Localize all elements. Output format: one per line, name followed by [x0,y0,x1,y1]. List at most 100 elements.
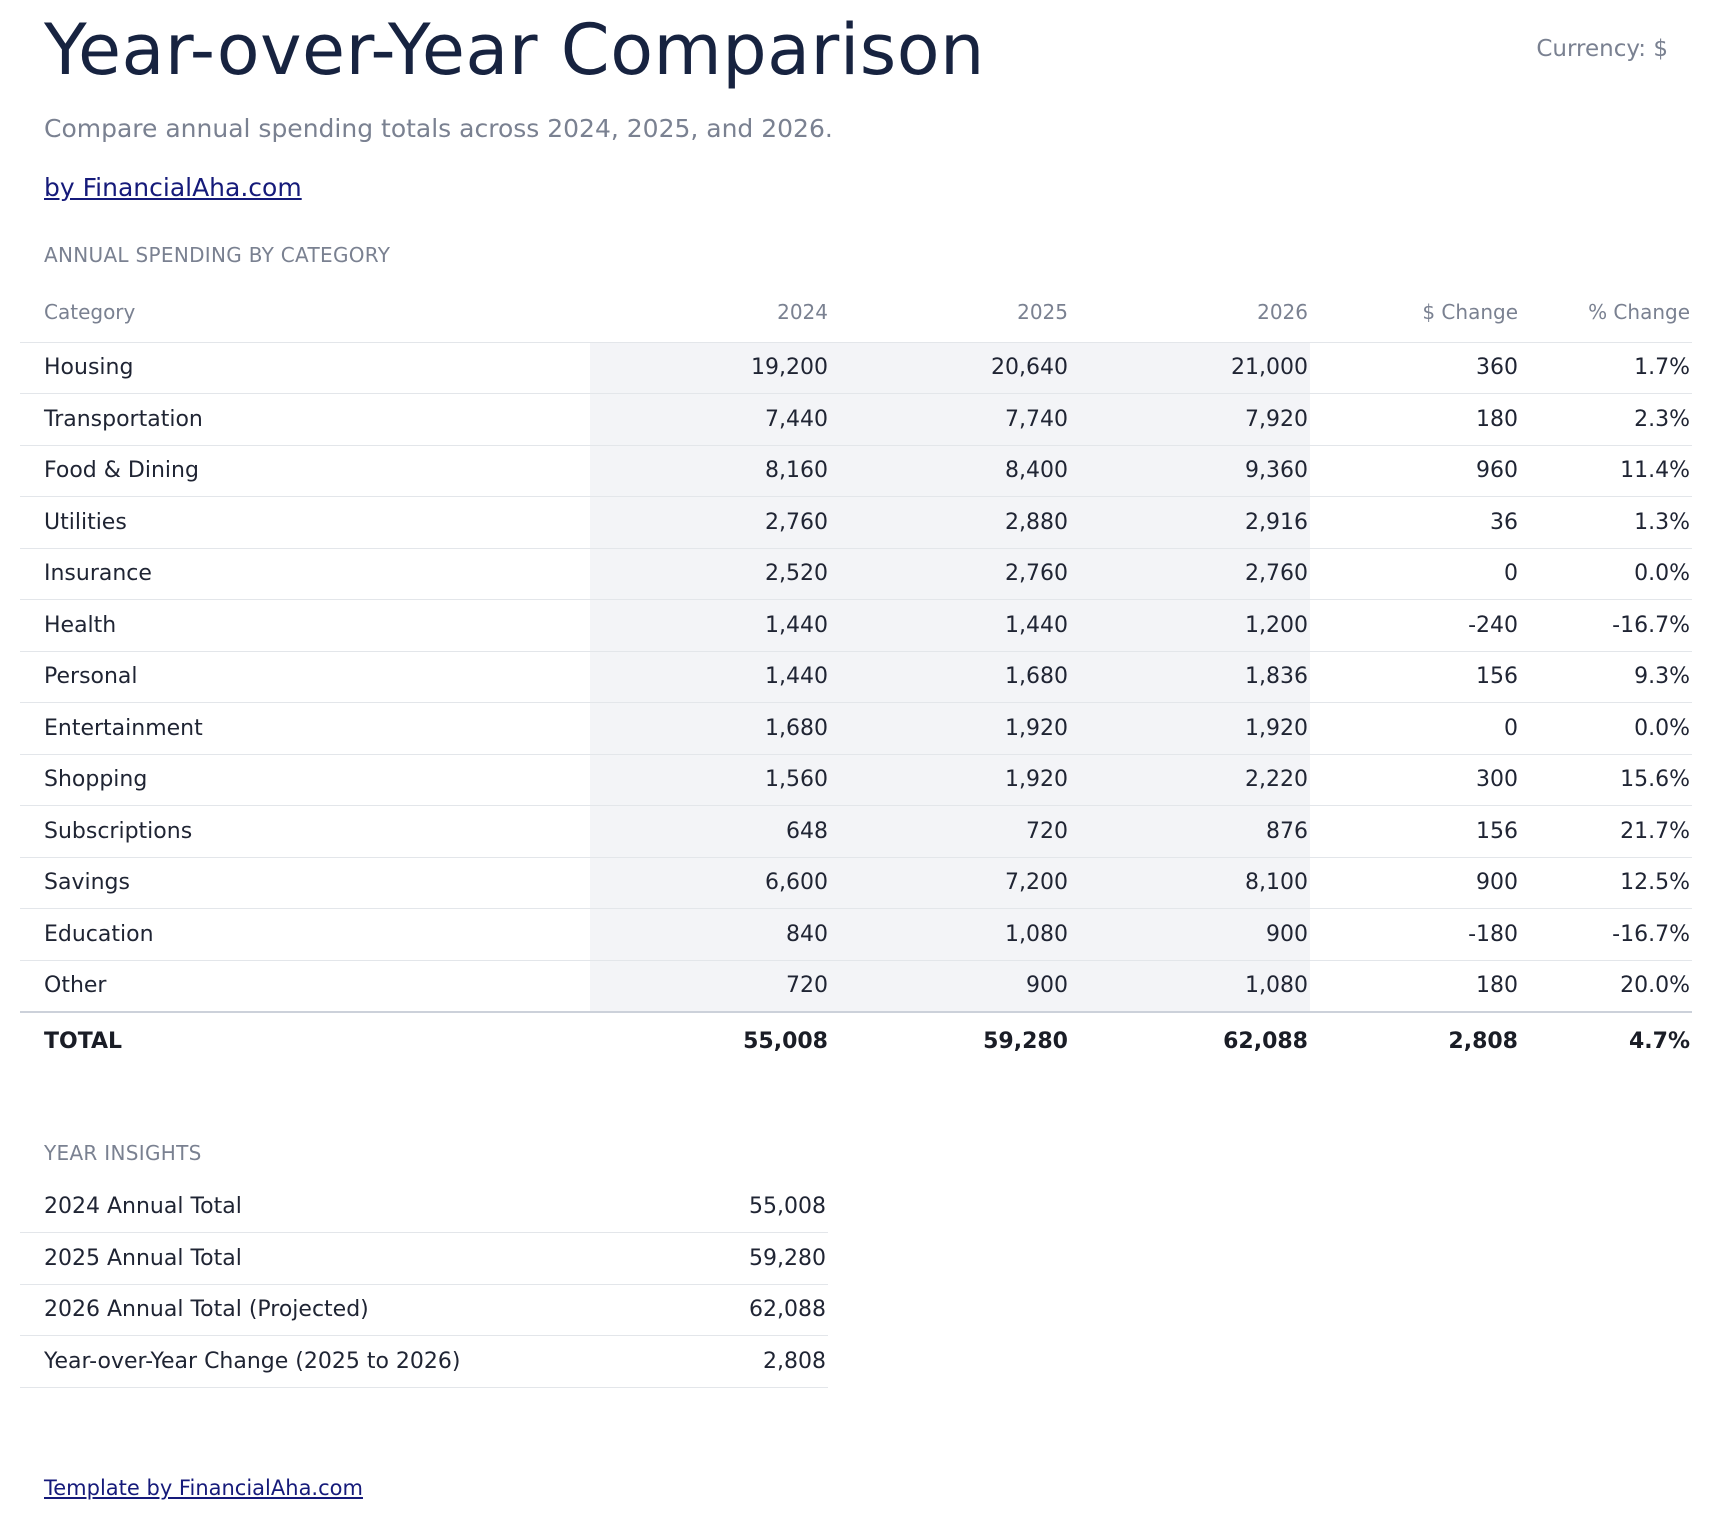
table-row: Shopping 1,560 1,920 2,220 300 15.6% [20,754,1692,806]
cell-2026: 21,000 [1070,342,1310,394]
cell-2026: 2,760 [1070,548,1310,600]
cell-percent-change: 1.7% [1520,342,1692,394]
cell-percent-change: 20.0% [1520,960,1692,1013]
cell-2025: 7,200 [830,857,1070,909]
cell-2026: 1,920 [1070,702,1310,755]
cell-dollar-change: 36 [1310,496,1520,549]
cell-2024: 648 [590,805,830,858]
cell-category: Transportation [20,393,590,446]
cell-category: Housing [20,342,590,394]
cell-2024: 6,600 [590,857,830,909]
cell-2024: 1,440 [590,651,830,703]
insight-value: 59,280 [540,1232,828,1285]
cell-category: Shopping [20,754,590,806]
table-row: Education 840 1,080 900 -180 -16.7% [20,908,1692,961]
cell-category: Savings [20,857,590,909]
cell-2026: 7,920 [1070,393,1310,446]
cell-percent-change: 21.7% [1520,805,1692,858]
cell-2026: 2,916 [1070,496,1310,549]
column-header-category: Category [20,282,590,343]
insight-label: Year-over-Year Change (2025 to 2026) [20,1335,540,1388]
page-title: Year-over-Year Comparison [44,9,985,91]
cell-2025: 900 [830,960,1070,1013]
cell-2024: 8,160 [590,445,830,497]
cell-2024: 840 [590,908,830,961]
cell-2024: 720 [590,960,830,1013]
table-row: Savings 6,600 7,200 8,100 900 12.5% [20,857,1692,909]
total-cell-2025: 59,280 [983,1028,1068,1054]
currency-label: Currency: $ [1536,36,1668,62]
cell-category: Health [20,599,590,652]
cell-category: Other [20,960,590,1013]
total-row: TOTAL 55,008 59,280 62,088 2,808 4.7% [20,1012,1692,1070]
table-row: Health 1,440 1,440 1,200 -240 -16.7% [20,599,1692,652]
column-header-2024: 2024 [590,282,830,343]
cell-dollar-change: 300 [1310,754,1520,806]
byline-link[interactable]: by FinancialAha.com [44,173,302,202]
cell-category: Subscriptions [20,805,590,858]
cell-2024: 1,560 [590,754,830,806]
cell-category: Entertainment [20,702,590,755]
insight-label: 2024 Annual Total [20,1181,540,1233]
column-header-dollar-change: $ Change [1310,282,1520,343]
spending-table: Category 2024 2025 2026 $ Change % Chang… [20,282,1692,1070]
cell-2025: 2,880 [830,496,1070,549]
cell-2025: 1,440 [830,599,1070,652]
column-header-2025: 2025 [830,282,1070,343]
cell-percent-change: 9.3% [1520,651,1692,703]
cell-category: Education [20,908,590,961]
table-row: Food & Dining 8,160 8,400 9,360 960 11.4% [20,445,1692,497]
cell-2025: 1,680 [830,651,1070,703]
cell-2026: 900 [1070,908,1310,961]
table-row: Subscriptions 648 720 876 156 21.7% [20,805,1692,858]
cell-2025: 8,400 [830,445,1070,497]
cell-category: Personal [20,651,590,703]
cell-2025: 2,760 [830,548,1070,600]
cell-percent-change: -16.7% [1520,908,1692,961]
insight-row: 2025 Annual Total 59,280 [20,1232,828,1285]
insight-row: 2026 Annual Total (Projected) 62,088 [20,1284,828,1336]
cell-2026: 1,080 [1070,960,1310,1013]
insight-row: Year-over-Year Change (2025 to 2026) 2,80… [20,1335,828,1388]
cell-2024: 19,200 [590,342,830,394]
table-row: Housing 19,200 20,640 21,000 360 1.7% [20,342,1692,394]
cell-2026: 1,836 [1070,651,1310,703]
cell-2026: 1,200 [1070,599,1310,652]
cell-dollar-change: 156 [1310,805,1520,858]
cell-percent-change: 0.0% [1520,548,1692,600]
table-row: Entertainment 1,680 1,920 1,920 0 0.0% [20,702,1692,755]
table-row: Utilities 2,760 2,880 2,916 36 1.3% [20,496,1692,549]
insight-value: 62,088 [540,1284,828,1336]
cell-percent-change: 15.6% [1520,754,1692,806]
cell-dollar-change: -180 [1310,908,1520,961]
cell-2026: 9,360 [1070,445,1310,497]
cell-percent-change: 1.3% [1520,496,1692,549]
total-cell-dollar-change: 2,808 [1448,1028,1518,1054]
cell-2024: 2,760 [590,496,830,549]
cell-percent-change: 12.5% [1520,857,1692,909]
insight-label: 2026 Annual Total (Projected) [20,1284,540,1336]
cell-category: Insurance [20,548,590,600]
table-row: Insurance 2,520 2,760 2,760 0 0.0% [20,548,1692,600]
cell-2024: 1,680 [590,702,830,755]
total-cell-2024: 55,008 [743,1028,828,1054]
total-cell-category: TOTAL [44,1028,123,1054]
insights-section-label: YEAR INSIGHTS [44,1141,202,1165]
insight-row: 2024 Annual Total 55,008 [20,1181,828,1233]
cell-dollar-change: 156 [1310,651,1520,703]
cell-dollar-change: 900 [1310,857,1520,909]
cell-2024: 2,520 [590,548,830,600]
cell-dollar-change: 180 [1310,393,1520,446]
cell-2026: 8,100 [1070,857,1310,909]
cell-dollar-change: 0 [1310,702,1520,755]
cell-2026: 876 [1070,805,1310,858]
insight-label: 2025 Annual Total [20,1232,540,1285]
cell-percent-change: -16.7% [1520,599,1692,652]
footer-template-link[interactable]: Template by FinancialAha.com [44,1476,363,1500]
total-cell-percent-change: 4.7% [1628,1028,1690,1054]
insights-table: 2024 Annual Total 55,008 2025 Annual Total… [20,1181,828,1388]
cell-2026: 2,220 [1070,754,1310,806]
cell-2025: 1,920 [830,754,1070,806]
cell-2025: 20,640 [830,342,1070,394]
